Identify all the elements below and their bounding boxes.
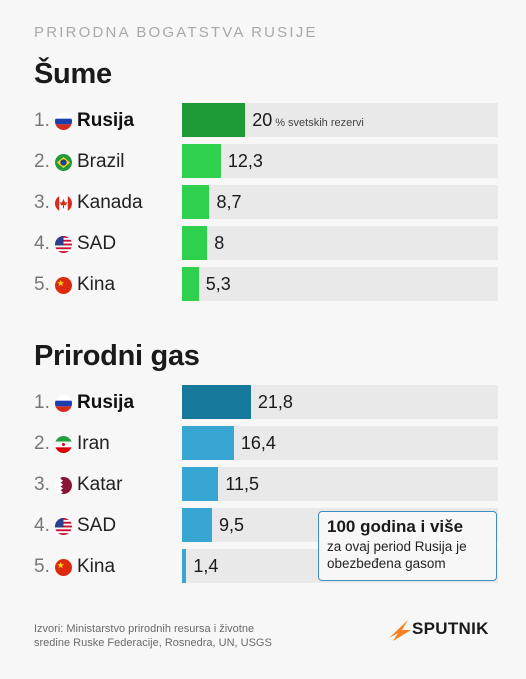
forest-row: 1. Rusija 20% svetskih rezervi (0, 103, 526, 137)
bar-track (182, 467, 498, 501)
value-label: 12,3 (228, 151, 263, 172)
country-label: Iran (77, 433, 110, 454)
forest-bar (182, 103, 246, 137)
bar-track (182, 185, 498, 219)
value-label: 8,7 (216, 192, 241, 213)
sputnik-logo-icon (389, 620, 411, 641)
bar-track (182, 226, 498, 260)
rank-number: 1. (34, 392, 50, 413)
forest-row: 4. SAD 8 (0, 226, 526, 260)
gas-bar (182, 508, 213, 542)
forest-row: 3. Kanada 8,7 (0, 185, 526, 219)
value-number: 9,5 (219, 515, 245, 535)
rank-number: 2. (34, 151, 50, 172)
iran-flag-icon (55, 436, 72, 453)
value-number: 16,4 (240, 433, 276, 453)
usa-flag-icon (55, 518, 72, 535)
sputnik-logo-text: SPUTNIK (412, 619, 489, 638)
rank-number: 5. (34, 556, 50, 577)
rank-number: 5. (34, 274, 50, 295)
forests-section-title: Šume (34, 58, 112, 90)
gas-bar (182, 385, 251, 419)
rank-number: 2. (34, 433, 50, 454)
forest-row: 2. Brazil 12,3 (0, 144, 526, 178)
value-label: 1,4 (193, 556, 218, 577)
note-title: 100 godina i više (327, 517, 464, 536)
value-label: 11,5 (225, 474, 259, 495)
country-label: SAD (77, 515, 117, 536)
gas-reserves-note: 100 godina i više za ovaj period Rusija … (318, 511, 497, 581)
rank-number: 4. (34, 515, 50, 536)
value-label: 8 (214, 233, 224, 254)
forest-bar (182, 226, 208, 260)
gas-row: 2. Iran 16,4 (0, 426, 526, 460)
value-number: 8,7 (216, 192, 242, 212)
value-number: 11,5 (225, 474, 260, 494)
value-number: 21,8 (257, 392, 293, 412)
value-label: 5,3 (206, 274, 231, 295)
bar-track (182, 426, 498, 460)
gas-bar (182, 549, 187, 583)
rank-number: 4. (34, 233, 50, 254)
gas-section-title: Prirodni gas (34, 340, 200, 372)
country-label: Rusija (77, 110, 135, 131)
forest-bar (182, 185, 210, 219)
note-text: za ovaj period Rusija je obezbeđena gaso… (327, 539, 467, 571)
country-label: Kina (77, 556, 116, 577)
china-flag-icon (55, 277, 72, 294)
canada-flag-icon (55, 195, 72, 212)
value-number: 20 (252, 110, 273, 130)
gas-row: 3. Katar 11,5 (0, 467, 526, 501)
value-label: 21,8 (258, 392, 293, 413)
rank-number: 3. (34, 192, 50, 213)
gas-bar (182, 467, 219, 501)
china-flag-icon (55, 559, 72, 576)
forest-row: 5. Kina 5,3 (0, 267, 526, 301)
usa-flag-icon (55, 236, 72, 253)
brazil-flag-icon (55, 154, 72, 171)
value-number: 5,3 (205, 274, 231, 294)
russia-flag-icon (55, 113, 72, 130)
gas-bar (182, 426, 234, 460)
gas-row: 1. Rusija 21,8 (0, 385, 526, 419)
value-label: 16,4 (241, 433, 276, 454)
unit-label: % svetskih rezervi (275, 117, 364, 129)
rank-number: 1. (34, 110, 50, 131)
infographic-kicker: PRIRODNA BOGATSTVA RUSIJE (34, 24, 318, 41)
rank-number: 3. (34, 474, 50, 495)
russia-flag-icon (55, 395, 72, 412)
value-number: 1,4 (193, 556, 219, 576)
value-number: 12,3 (227, 151, 263, 171)
country-label: SAD (77, 233, 117, 254)
value-label: 9,5 (219, 515, 244, 536)
forest-bar (182, 267, 199, 301)
qatar-flag-icon (55, 477, 72, 494)
country-label: Kina (77, 274, 116, 295)
sputnik-logo: SPUTNIK (388, 617, 498, 643)
value-label: 20% svetskih rezervi (252, 110, 364, 131)
bar-track (182, 144, 498, 178)
country-label: Katar (77, 474, 123, 495)
bar-track (182, 267, 498, 301)
forest-bar (182, 144, 221, 178)
sources-text: Izvori: Ministarstvo prirodnih resursa i… (34, 623, 272, 649)
country-label: Rusija (77, 392, 135, 413)
value-number: 8 (214, 233, 225, 253)
country-label: Brazil (77, 151, 125, 172)
country-label: Kanada (77, 192, 143, 213)
